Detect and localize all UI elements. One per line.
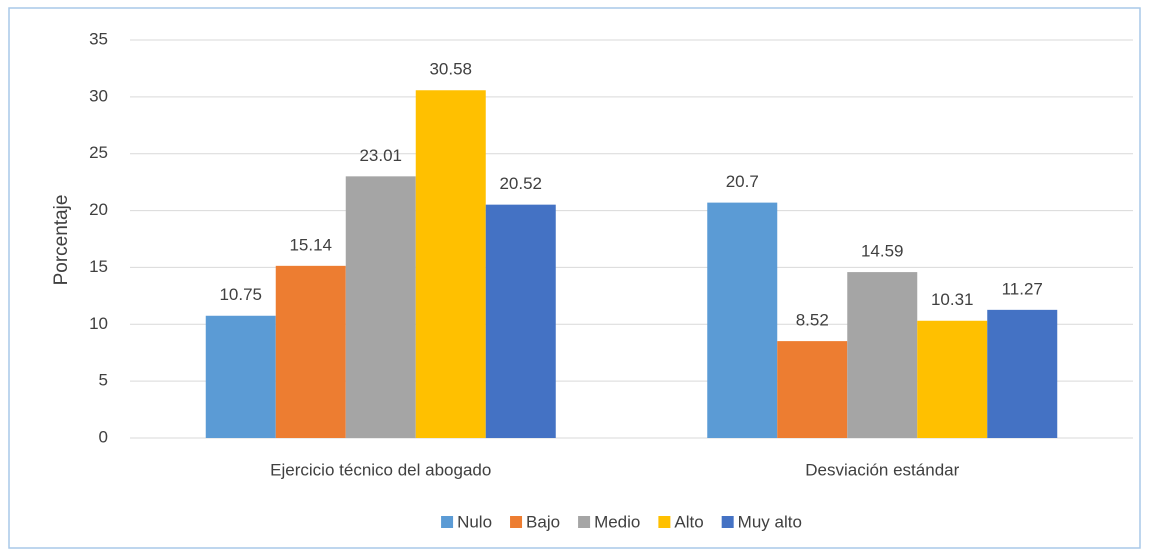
data-label: 10.75 bbox=[219, 285, 262, 304]
x-tick-label: Ejercicio técnico del abogado bbox=[270, 460, 491, 479]
y-tick-label: 25 bbox=[89, 143, 108, 162]
bar bbox=[707, 202, 778, 438]
bar bbox=[345, 176, 416, 438]
bar bbox=[275, 265, 346, 438]
y-tick-label: 15 bbox=[89, 257, 108, 276]
legend: Nulo Bajo Medio Alto Muy alto bbox=[441, 512, 802, 531]
legend-label: Medio bbox=[594, 512, 640, 531]
chart-border bbox=[8, 7, 1141, 549]
y-tick-label: 30 bbox=[89, 86, 108, 105]
bar bbox=[205, 315, 276, 438]
bar bbox=[777, 341, 848, 438]
legend-swatch bbox=[441, 516, 454, 528]
y-tick-label: 0 bbox=[99, 427, 108, 446]
bar bbox=[415, 90, 486, 438]
data-label: 20.7 bbox=[726, 172, 759, 191]
x-tick-label: Desviación estándar bbox=[805, 460, 959, 479]
legend-label: Bajo bbox=[526, 512, 560, 531]
bar bbox=[917, 320, 988, 438]
legend-label: Nulo bbox=[457, 512, 492, 531]
legend-label: Muy alto bbox=[738, 512, 802, 531]
legend-swatch bbox=[721, 516, 734, 528]
data-label: 20.52 bbox=[499, 174, 542, 193]
y-tick-label: 10 bbox=[89, 314, 108, 333]
data-label: 10.31 bbox=[931, 290, 974, 309]
data-label: 15.14 bbox=[289, 235, 332, 254]
bar bbox=[847, 272, 918, 438]
y-tick-label: 20 bbox=[89, 200, 108, 219]
legend-swatch bbox=[510, 516, 523, 528]
data-label: 8.52 bbox=[796, 311, 829, 330]
y-tick-label: 5 bbox=[99, 371, 108, 390]
data-label: 11.27 bbox=[1002, 279, 1043, 298]
bar bbox=[987, 309, 1058, 438]
y-axis-label: Porcentaje bbox=[51, 195, 72, 286]
data-label: 23.01 bbox=[359, 146, 402, 165]
data-label: 14.59 bbox=[861, 242, 904, 261]
legend-swatch bbox=[578, 516, 591, 528]
bar bbox=[485, 204, 556, 438]
data-label: 30.58 bbox=[429, 60, 472, 79]
legend-swatch bbox=[658, 516, 671, 528]
legend-label: Alto bbox=[674, 512, 703, 531]
y-tick-label: 35 bbox=[89, 29, 108, 48]
